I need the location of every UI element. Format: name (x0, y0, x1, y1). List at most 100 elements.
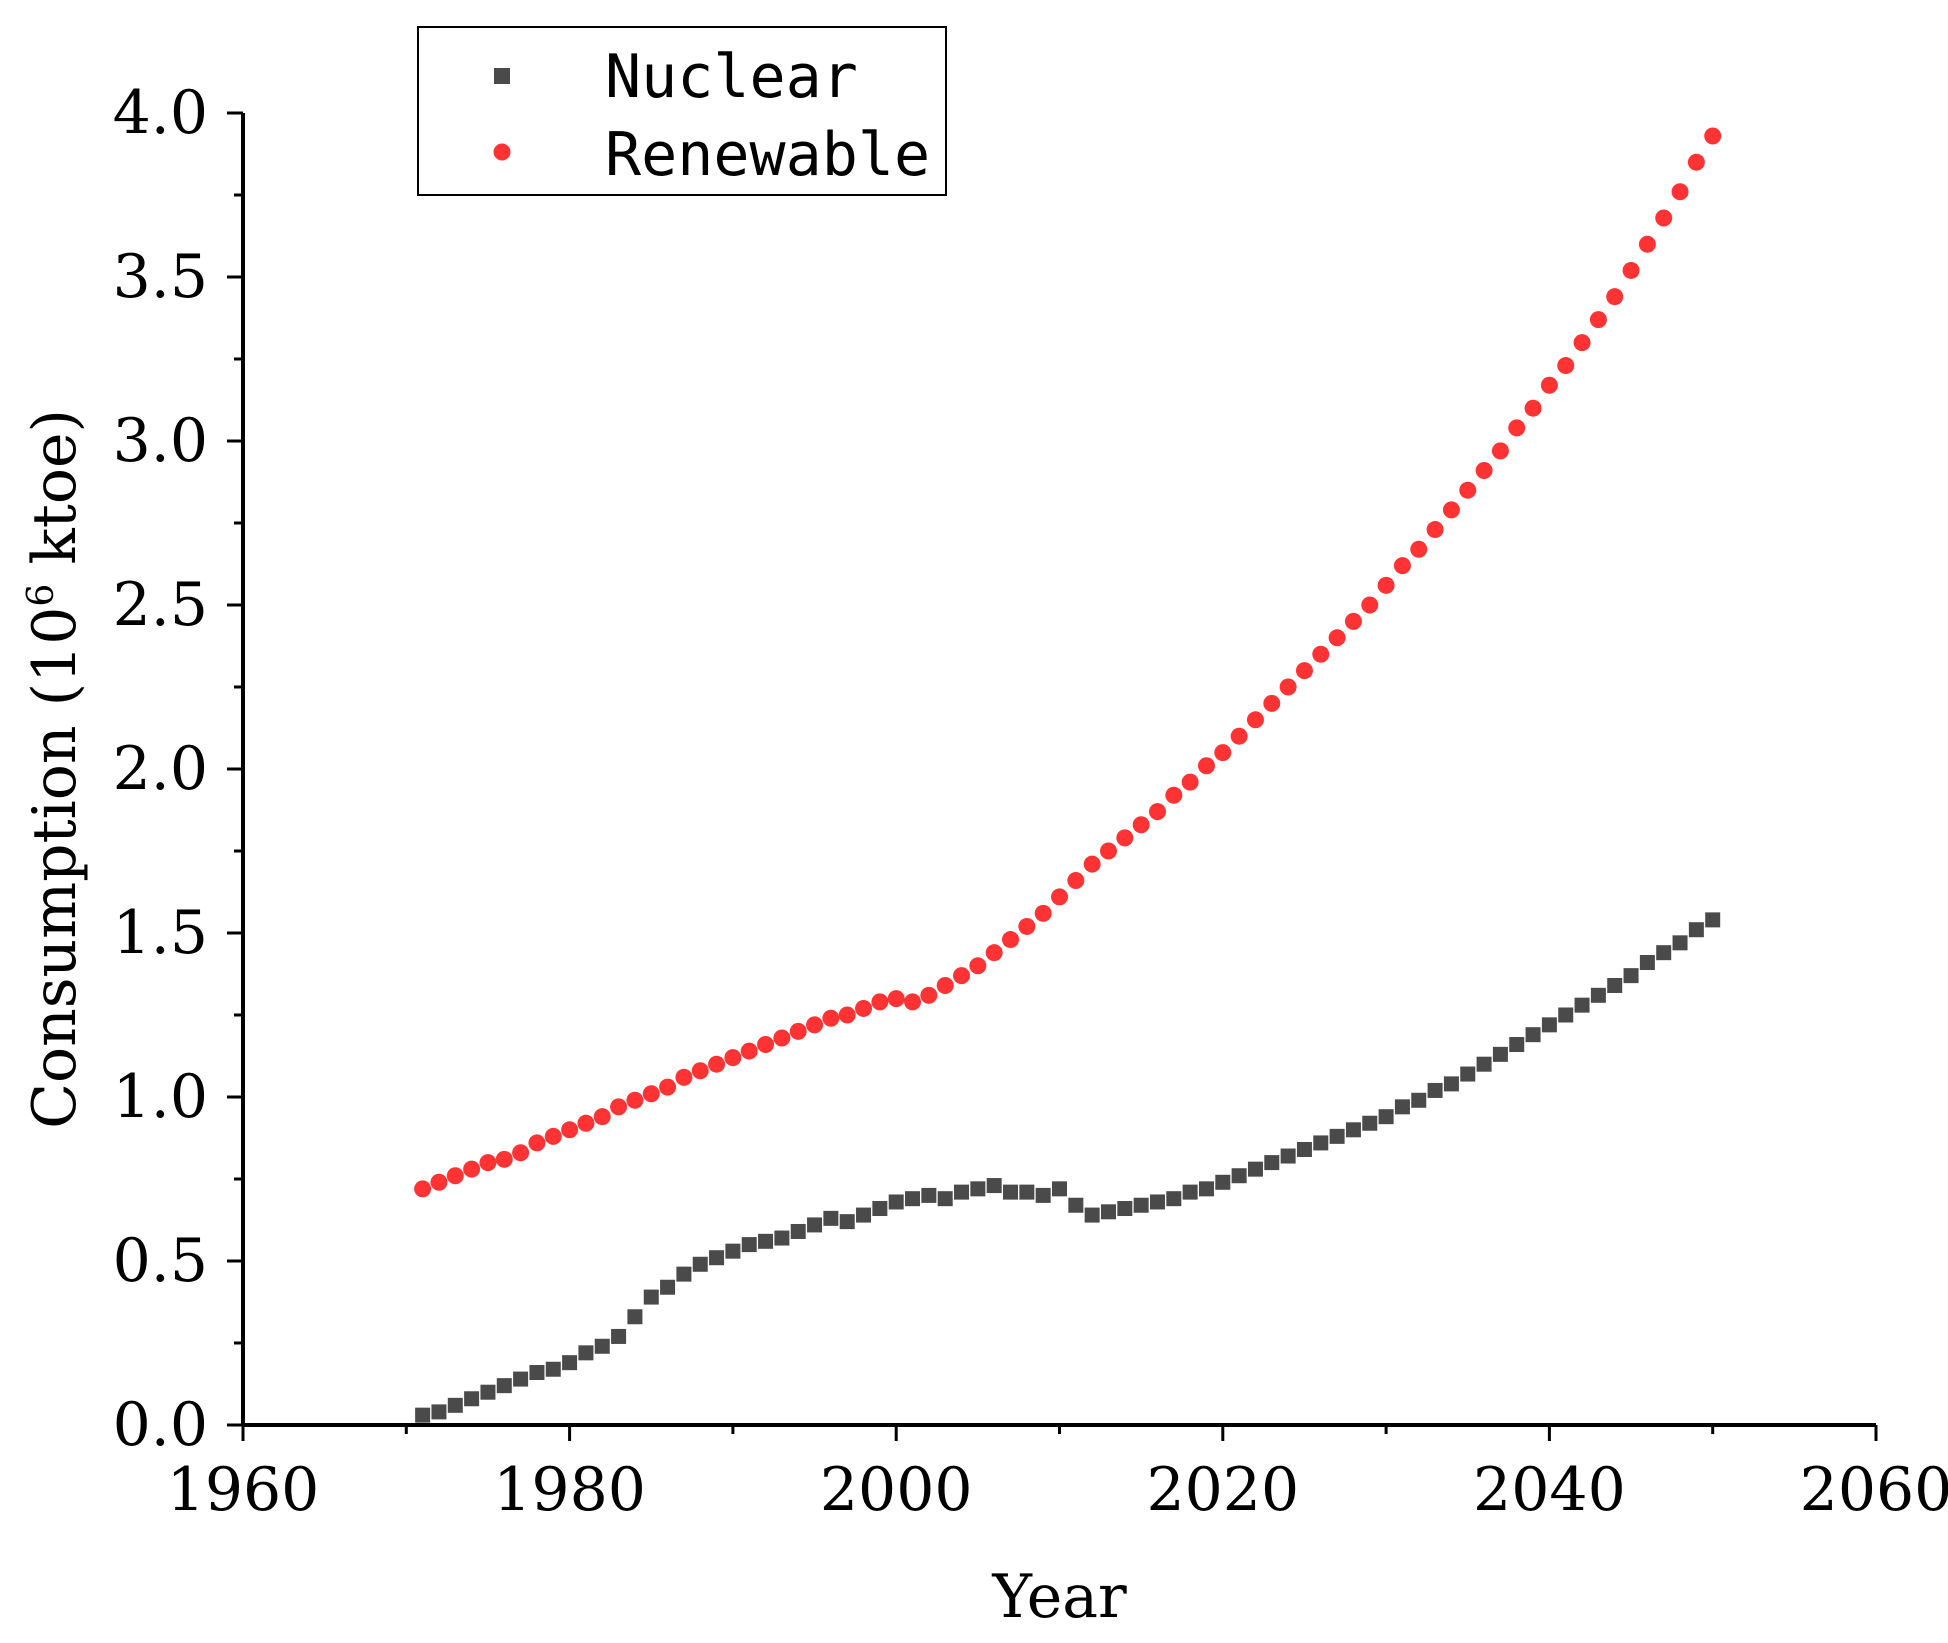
legend: Nuclear Renewable (417, 26, 947, 196)
nuclear-point (415, 1407, 431, 1423)
nuclear-point (888, 1194, 904, 1210)
renewable-point (1148, 803, 1166, 821)
y-tick-label: 1.5 (113, 898, 208, 968)
nuclear-point (1296, 1141, 1312, 1157)
nuclear-point (594, 1338, 610, 1354)
renewable-point (1099, 842, 1117, 860)
renewable-point (789, 1022, 807, 1040)
renewable-point (1165, 786, 1183, 804)
renewable-point (1230, 727, 1248, 745)
nuclear-point (1035, 1187, 1051, 1203)
x-tick-label: 2000 (820, 1455, 973, 1525)
nuclear-point (1345, 1122, 1361, 1138)
renewable-point (561, 1121, 579, 1139)
nuclear-point (692, 1256, 708, 1272)
x-tick-label: 2020 (1146, 1455, 1299, 1525)
nuclear-point (1525, 1027, 1541, 1043)
nuclear-point (1541, 1017, 1557, 1033)
renewable-point (838, 1006, 856, 1024)
y-tick-label: 0.5 (113, 1226, 208, 1296)
renewable-point (610, 1098, 628, 1116)
nuclear-point (905, 1191, 921, 1207)
nuclear-point (562, 1355, 578, 1371)
nuclear-point (1492, 1046, 1508, 1062)
nuclear-point (1198, 1181, 1214, 1197)
y-tick-label: 3.5 (113, 242, 208, 312)
renewable-point (1671, 183, 1689, 201)
nuclear-point (709, 1250, 725, 1266)
nuclear-point (937, 1191, 953, 1207)
x-tick-label: 1960 (167, 1455, 320, 1525)
nuclear-point (1264, 1155, 1280, 1171)
nuclear-point (1003, 1184, 1019, 1200)
renewable-point (740, 1042, 758, 1060)
nuclear-point (921, 1187, 937, 1203)
y-tick-label: 1.0 (113, 1062, 208, 1132)
nuclear-point (1313, 1135, 1329, 1151)
nuclear-point (1623, 968, 1639, 984)
nuclear-point (954, 1184, 970, 1200)
y-axis-title-suffix: ktoe) (20, 409, 90, 584)
x-ticks: 1960 1980 2000 2020 2040 2060 (167, 1425, 1948, 1525)
renewable-point (1540, 376, 1558, 394)
renewable-point (757, 1036, 775, 1054)
nuclear-point (1672, 935, 1688, 951)
renewable-point (1638, 235, 1656, 253)
y-ticks: 0.0 0.5 1.0 1.5 2.0 2.5 3.0 3.5 4.0 (113, 78, 243, 1460)
nuclear-point (823, 1210, 839, 1226)
renewable-point (936, 976, 954, 994)
nuclear-point (1590, 987, 1606, 1003)
nuclear-point (1166, 1191, 1182, 1207)
renewable-point (1622, 261, 1640, 279)
legend-label-nuclear: Nuclear (605, 42, 858, 112)
nuclear-point (1688, 922, 1704, 938)
renewable-point (691, 1062, 709, 1080)
nuclear-point (1280, 1148, 1296, 1164)
renewable-point (822, 1009, 840, 1027)
y-tick-label: 0.0 (113, 1390, 208, 1460)
nuclear-point (872, 1201, 888, 1217)
nuclear-point (676, 1266, 692, 1282)
renewable-point (1589, 311, 1607, 329)
renewable-point (1361, 596, 1379, 614)
renewable-point (1573, 334, 1591, 352)
renewable-point (1344, 612, 1362, 630)
nuclear-point (856, 1207, 872, 1223)
nuclear-point (1231, 1168, 1247, 1184)
renewable-point (1704, 127, 1722, 145)
nuclear-point (643, 1289, 659, 1305)
nuclear-point (1084, 1207, 1100, 1223)
nuclear-point (774, 1230, 790, 1246)
renewable-point (544, 1127, 562, 1145)
renewable-point (430, 1173, 448, 1191)
nuclear-point (807, 1217, 823, 1233)
renewable-point (1214, 744, 1232, 762)
nuclear-point (970, 1181, 986, 1197)
renewable-point (1524, 399, 1542, 417)
renewable-point (871, 993, 889, 1011)
nuclear-point (611, 1328, 627, 1344)
nuclear-point (1509, 1037, 1525, 1053)
nuclear-point (986, 1178, 1002, 1194)
nuclear-point (464, 1391, 480, 1407)
nuclear-point (431, 1404, 447, 1420)
x-tick-label: 1980 (493, 1455, 646, 1525)
renewable-point (1132, 816, 1150, 834)
nuclear-point (758, 1233, 774, 1249)
nuclear-point (1215, 1174, 1231, 1190)
renewable-point (1067, 872, 1085, 890)
renewable-point (1328, 629, 1346, 647)
renewable-point (1083, 855, 1101, 873)
nuclear-point (839, 1214, 855, 1230)
x-axis-title: Year (991, 1562, 1127, 1632)
nuclear-point (496, 1378, 512, 1394)
renewable-point (495, 1150, 513, 1168)
nuclear-point (1411, 1092, 1427, 1108)
nuclear-point (1427, 1082, 1443, 1098)
nuclear-point (578, 1345, 594, 1361)
renewable-point (446, 1167, 464, 1185)
x-tick-label: 2040 (1473, 1455, 1626, 1525)
nuclear-point (1329, 1128, 1345, 1144)
renewable-point (1687, 153, 1705, 171)
renewable-point (1410, 540, 1428, 558)
